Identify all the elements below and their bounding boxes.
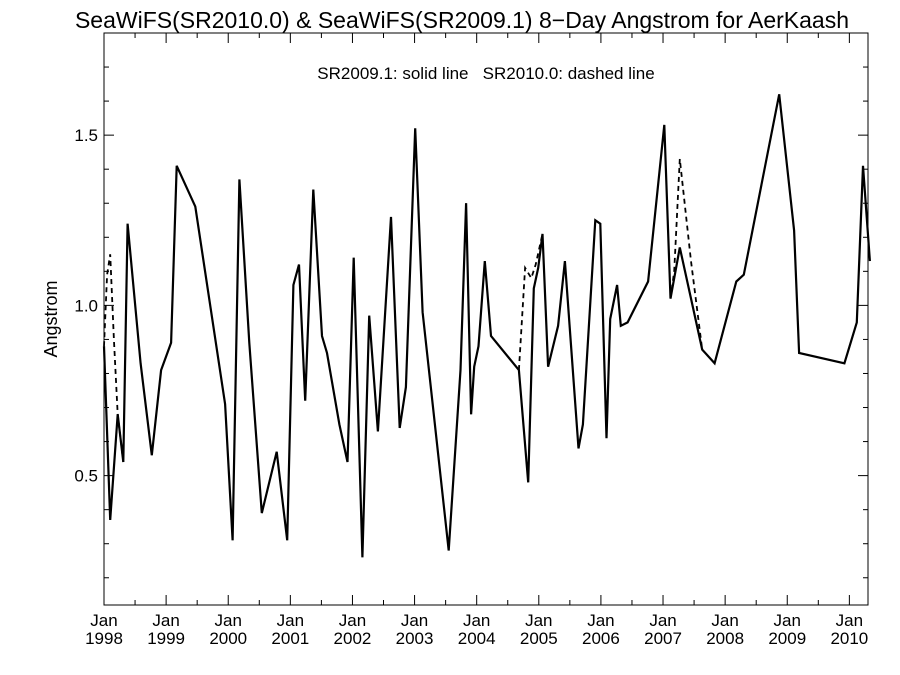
tick-label-layer: 0.51.01.5Jan1998Jan1999Jan2000Jan2001Jan…	[74, 126, 868, 648]
x-tick-year-label: 2002	[334, 629, 372, 648]
x-tick-year-label: 1999	[147, 629, 185, 648]
y-tick-label: 1.0	[74, 296, 98, 315]
x-tick-year-label: 2006	[582, 629, 620, 648]
y-tick-label: 0.5	[74, 467, 98, 486]
x-tick-year-label: 2000	[209, 629, 247, 648]
y-tick-label: 1.5	[74, 126, 98, 145]
x-tick-month-label: Jan	[649, 611, 676, 630]
x-tick-year-label: 2003	[396, 629, 434, 648]
tick-layer	[103, 33, 868, 605]
x-tick-month-label: Jan	[774, 611, 801, 630]
x-tick-month-label: Jan	[587, 611, 614, 630]
x-tick-year-label: 2001	[271, 629, 309, 648]
plot-frame	[103, 32, 869, 606]
x-tick-year-label: 2004	[458, 629, 496, 648]
plot-area: SR2009.1: solid line SR2010.0: dashed li…	[102, 32, 871, 606]
x-tick-year-label: 2009	[768, 629, 806, 648]
series-layer	[102, 94, 871, 558]
line-style-annotation: SR2009.1: solid line SR2010.0: dashed li…	[317, 64, 654, 83]
x-tick-month-label: Jan	[836, 611, 863, 630]
x-tick-month-label: Jan	[711, 611, 738, 630]
series-line-sr2010-0-dashed	[518, 233, 544, 371]
x-tick-month-label: Jan	[277, 611, 304, 630]
chart-title: SeaWiFS(SR2010.0) & SeaWiFS(SR2009.1) 8−…	[75, 7, 849, 33]
x-tick-month-label: Jan	[90, 611, 117, 630]
x-tick-year-label: 1998	[85, 629, 123, 648]
x-tick-year-label: 2010	[830, 629, 868, 648]
x-tick-month-label: Jan	[339, 611, 366, 630]
x-tick-year-label: 2008	[706, 629, 744, 648]
series-line-sr2010-0-dashed	[669, 158, 704, 350]
y-axis-label: Angstrom	[41, 280, 61, 357]
x-tick-month-label: Jan	[525, 611, 552, 630]
x-tick-month-label: Jan	[401, 611, 428, 630]
series-line-sr2009-1-solid	[102, 94, 871, 558]
x-tick-year-label: 2005	[520, 629, 558, 648]
x-tick-month-label: Jan	[215, 611, 242, 630]
x-tick-year-label: 2007	[644, 629, 682, 648]
x-tick-month-label: Jan	[463, 611, 490, 630]
x-tick-month-label: Jan	[152, 611, 179, 630]
